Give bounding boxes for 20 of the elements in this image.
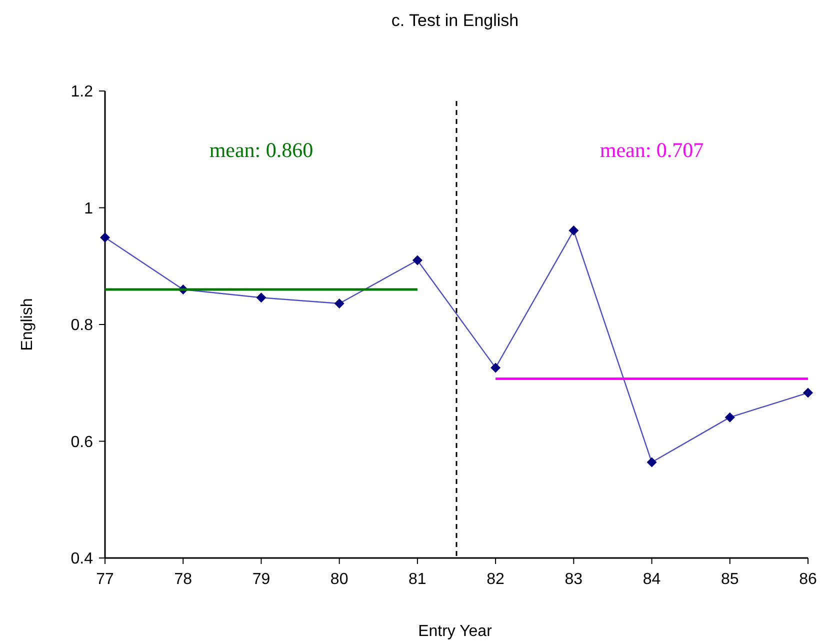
y-tick-label: 0.8 xyxy=(70,317,94,334)
x-tick-label: 86 xyxy=(799,571,817,588)
x-tick-label: 80 xyxy=(330,571,348,588)
y-axis-title: English xyxy=(19,298,36,351)
y-tick-label: 1 xyxy=(84,200,94,218)
x-tick-label: 77 xyxy=(96,571,114,588)
x-tick-label: 82 xyxy=(486,571,505,588)
x-axis-title: Entry Year xyxy=(418,623,493,640)
x-tick-label: 85 xyxy=(720,571,739,588)
text: mean: 0.707 xyxy=(600,138,704,162)
x-tick-label: 79 xyxy=(252,571,270,588)
y-tick-label: 0.4 xyxy=(70,550,94,568)
x-tick-label: 84 xyxy=(642,571,661,588)
y-tick-label: 0.6 xyxy=(70,434,94,451)
text: mean: 0.860 xyxy=(209,138,314,162)
y-tick-label: 1.2 xyxy=(70,84,94,101)
chart-title: c. Test in English xyxy=(391,11,519,30)
x-tick-label: 81 xyxy=(408,571,426,588)
x-tick-label: 78 xyxy=(174,571,192,588)
x-tick-label: 83 xyxy=(564,571,583,588)
